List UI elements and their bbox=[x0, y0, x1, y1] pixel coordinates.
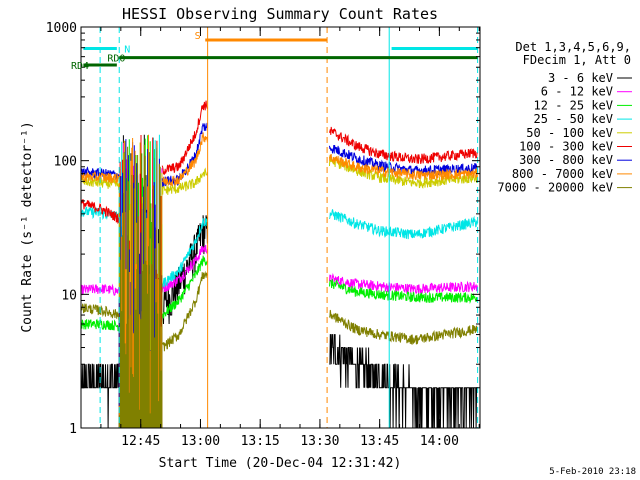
flag-label-rd0: RD0 bbox=[107, 54, 125, 65]
series-trace-pre bbox=[81, 303, 120, 321]
x-tick-label: 13:30 bbox=[300, 434, 339, 449]
legend-entry-label: 6 - 12 keV bbox=[541, 85, 613, 99]
series-trace-pre bbox=[81, 199, 120, 225]
flag-label-rd4: RD4 bbox=[71, 61, 89, 72]
legend-entry-label: 300 - 800 keV bbox=[519, 153, 613, 167]
series-trace-rise bbox=[162, 217, 208, 288]
legend-entry-label: 3 - 6 keV bbox=[548, 71, 613, 85]
x-tick-label: 13:45 bbox=[360, 434, 399, 449]
flag-label-s: S bbox=[195, 31, 201, 42]
y-axis-label: Count Rate (s⁻¹ detector⁻¹) bbox=[20, 121, 35, 332]
x-axis-label: Start Time (20-Dec-04 12:31:42) bbox=[159, 456, 402, 471]
series-trace-post bbox=[329, 334, 478, 428]
series-trace-post bbox=[329, 272, 478, 295]
legend-header-line-1: Det 1,3,4,5,6,9, bbox=[515, 40, 631, 54]
legend-entry-label: 12 - 25 keV bbox=[534, 98, 613, 112]
x-tick-label: 14:00 bbox=[420, 434, 459, 449]
series-trace-post bbox=[329, 126, 478, 164]
legend-header-line-2: FDecim 1, Att 0 bbox=[523, 53, 631, 67]
y-tick-label: 1 bbox=[69, 422, 77, 437]
legend-entry-label: 800 - 7000 keV bbox=[512, 167, 613, 181]
series-trace-rise bbox=[161, 132, 208, 187]
x-tick-label: 13:00 bbox=[181, 434, 220, 449]
series-trace-rise bbox=[161, 244, 208, 293]
series-trace-rise bbox=[161, 167, 208, 195]
series-trace-post bbox=[329, 209, 478, 240]
legend-entry-label: 50 - 100 keV bbox=[526, 126, 613, 140]
series-trace-rise bbox=[162, 270, 208, 352]
legend-entry-label: 25 - 50 keV bbox=[534, 112, 613, 126]
x-tick-label: 12:45 bbox=[121, 434, 160, 449]
y-tick-label: 100 bbox=[54, 155, 77, 170]
series-trace-pre bbox=[81, 166, 120, 181]
legend-entry-label: 7000 - 20000 keV bbox=[497, 181, 613, 195]
footer-timestamp: 5-Feb-2010 23:18 bbox=[549, 467, 636, 477]
series-trace-rise bbox=[161, 255, 208, 319]
series-trace-pre bbox=[81, 283, 120, 296]
y-tick-label: 1000 bbox=[46, 21, 77, 36]
series-trace-post bbox=[329, 154, 478, 181]
series-trace-post bbox=[329, 144, 478, 178]
y-tick-label: 10 bbox=[61, 288, 77, 303]
chart-title: HESSI Observing Summary Count Rates bbox=[122, 5, 438, 23]
series-trace-post bbox=[329, 154, 478, 189]
legend-entry-label: 100 - 300 keV bbox=[519, 140, 613, 154]
series-trace-post bbox=[329, 279, 478, 304]
series-trace-rise bbox=[161, 100, 208, 176]
x-tick-label: 13:15 bbox=[241, 434, 280, 449]
flag-label-n: N bbox=[124, 45, 130, 56]
series-trace-post bbox=[329, 309, 478, 346]
